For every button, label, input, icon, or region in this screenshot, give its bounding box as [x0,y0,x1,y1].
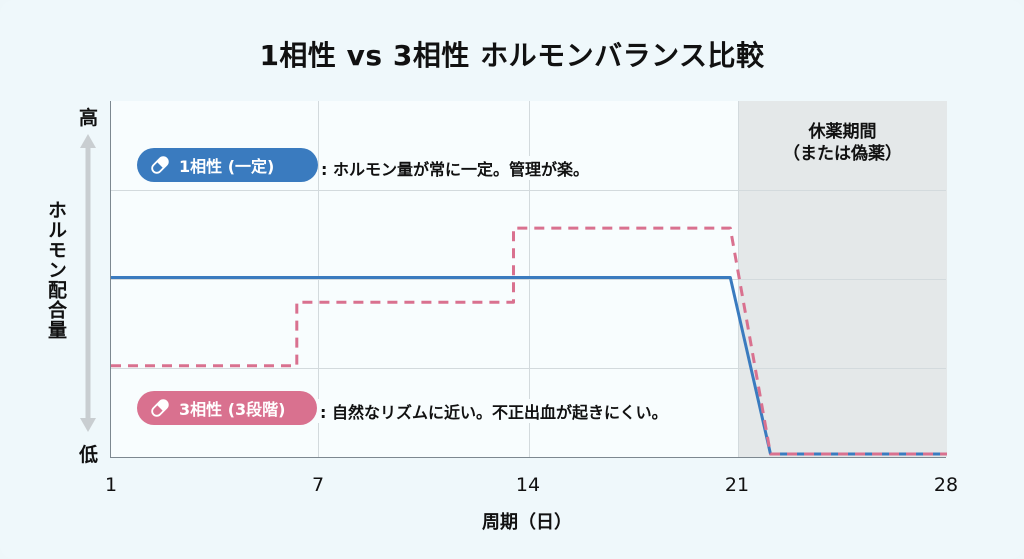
pill-icon [151,156,169,174]
triphasic-line [111,226,947,456]
monophasic-legend-pill: 1相性 (一定) [137,148,318,182]
y-axis-title: ホルモン配合量 [45,200,67,340]
monophasic-label: 1相性 (一定) [179,157,275,176]
washout-label-line1: 休薬期間 [808,122,877,142]
triphasic-label: 3相性 (3段階) [179,400,286,419]
chart-lines [111,226,947,456]
y-axis-low-label: 低 [79,444,99,466]
washout-label-line2: （または偽薬） [783,144,902,164]
gridline [111,279,946,280]
x-tick: 21 [724,474,750,496]
x-axis-title: 周期（日） [482,512,572,533]
x-tick: 7 [311,474,325,496]
x-tick: 28 [933,474,959,496]
y-axis-high-label: 高 [79,107,99,129]
x-tick: 1 [104,474,118,496]
gridline [111,368,946,369]
y-axis-double-arrow-icon [80,134,96,432]
triphasic-legend-pill: 3相性 (3段階) [137,391,317,425]
x-tick: 14 [515,474,541,496]
triphasic-description: : 自然なリズムに近い。不正出血が起きにくい。 [318,399,670,423]
pill-icon [151,399,169,417]
gridline [111,190,946,191]
chart-title: 1相性 vs 3相性 ホルモンバランス比較 [259,39,765,72]
plot-area: 休薬期間 （または偽薬） 1相性 (一定) : ホルモン量が常に一定。管理が楽。 [110,101,947,458]
washout-label: 休薬期間 （または偽薬） [738,121,947,165]
monophasic-description: : ホルモン量が常に一定。管理が楽。 [319,156,591,180]
